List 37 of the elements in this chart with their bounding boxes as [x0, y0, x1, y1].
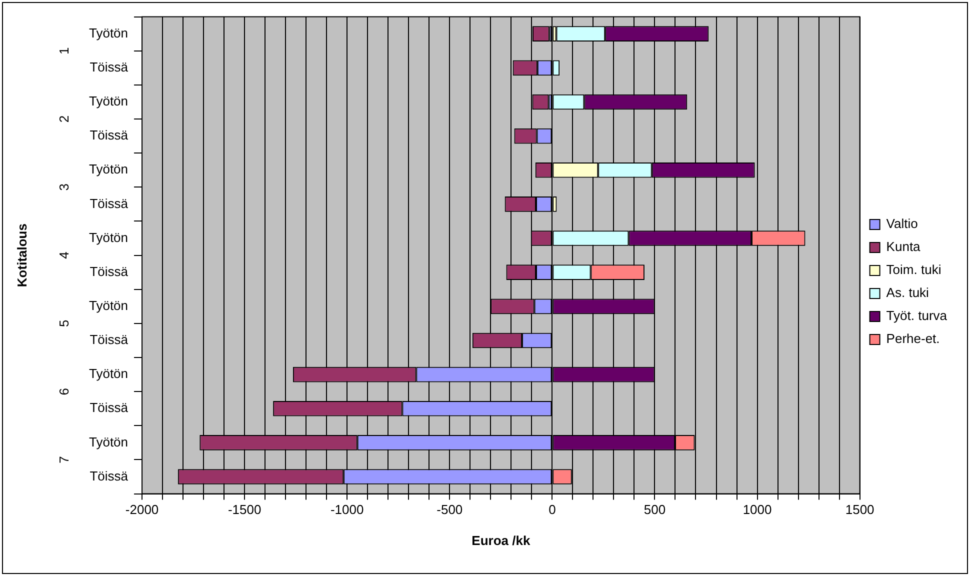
text: 4 — [56, 252, 72, 259]
y-tick-label: Töissä — [90, 264, 129, 279]
text: 6 — [56, 388, 72, 396]
text: 7 — [56, 456, 72, 464]
y-tick-label: Työtön — [88, 94, 128, 109]
x-axis-title: Euroa /kk — [472, 532, 531, 548]
y-tick-label: Töissä — [90, 400, 129, 416]
legend-label: As. tuki — [886, 285, 930, 300]
x-tick-label: -500 — [436, 502, 463, 518]
y-tick-label: Työtön — [88, 434, 128, 450]
x-tick-label: -2000 — [125, 502, 159, 518]
y-tick-label: Työtön — [88, 25, 128, 40]
y-tick-label: Työtön — [88, 298, 128, 313]
x-tick-label: 1000 — [742, 502, 772, 518]
text: 2 — [56, 115, 72, 123]
text: 3 — [56, 184, 72, 191]
x-tick-label: -1500 — [228, 502, 262, 518]
legend-label: Kunta — [886, 239, 922, 254]
y-tick-label: Töissä — [90, 196, 129, 211]
legend-label: Työt. turva — [886, 308, 948, 324]
y-tick-label: Töissä — [90, 59, 129, 74]
legend-label: Perhe-et. — [886, 331, 940, 346]
x-tick-label: 0 — [548, 502, 556, 518]
y-axis-title: Kotitalous — [14, 224, 30, 288]
text: 1 — [56, 47, 72, 54]
y-tick-label: Töissä — [90, 332, 129, 348]
x-tick-label: 500 — [644, 502, 666, 518]
y-tick-label: Työtön — [88, 230, 128, 245]
y-tick-label: Töissä — [90, 468, 129, 484]
y-tick-label: Työtön — [88, 162, 128, 177]
legend-label: Valtio — [886, 216, 918, 232]
y-tick-label: Työtön — [88, 366, 128, 382]
x-tick-label: 1500 — [845, 502, 874, 518]
x-tick-label: -1000 — [330, 502, 364, 518]
text: 5 — [56, 320, 72, 328]
legend-label: Toim. tuki — [886, 262, 942, 278]
y-tick-label: Töissä — [90, 128, 129, 143]
